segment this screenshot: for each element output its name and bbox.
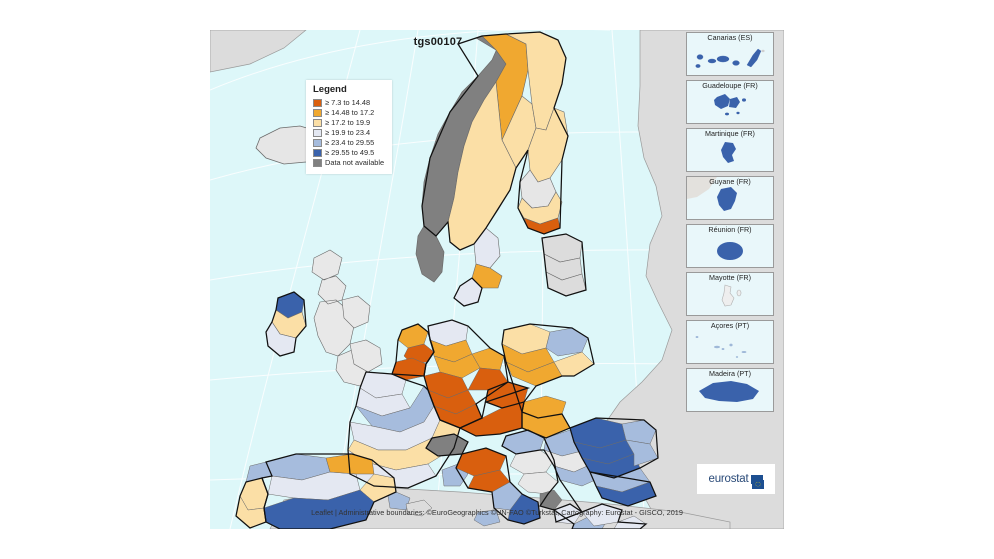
legend-title: Legend	[313, 84, 347, 95]
region-finland[interactable]	[504, 31, 569, 235]
eu-stars-icon	[752, 479, 765, 489]
reunion-shape	[717, 242, 743, 260]
inset-madeira[interactable]: Madeira (PT)	[686, 368, 774, 412]
legend-item[interactable]: ≥ 17.2 to 19.9	[313, 118, 384, 128]
legend-label: ≥ 17.2 to 19.9	[325, 118, 371, 128]
region-ireland[interactable]	[265, 291, 307, 357]
legend-swatch-icon	[313, 99, 322, 108]
inset-canarias[interactable]: Canarias (ES)	[686, 32, 774, 76]
canarias-shape	[695, 48, 765, 68]
legend-swatch-icon	[313, 119, 322, 128]
region-portugal[interactable]	[235, 461, 273, 529]
overseas-territories-panel: Canarias (ES) Guadeloupe (FR) Martin	[686, 32, 774, 416]
region-norway[interactable]	[415, 35, 507, 283]
inset-reunion[interactable]: Réunion (FR)	[686, 224, 774, 268]
inset-acores[interactable]: Açores (PT)	[686, 320, 774, 364]
region-united-kingdom[interactable]	[311, 249, 383, 387]
legend-item[interactable]: ≥ 29.55 to 49.5	[313, 148, 384, 158]
legend-label: Data not available	[325, 158, 385, 168]
eu-flag-icon	[751, 474, 765, 489]
inset-guyane[interactable]: Guyane (FR)	[686, 176, 774, 220]
legend-label: ≥ 29.55 to 49.5	[325, 148, 375, 158]
inset-mayotte[interactable]: Mayotte (FR)	[686, 272, 774, 316]
acores-shape	[695, 336, 747, 358]
legend-label: ≥ 19.9 to 23.4	[325, 128, 371, 138]
legend-panel: Legend ≥ 7.3 to 14.48 ≥ 14.48 to 17.2 ≥ …	[306, 80, 393, 175]
legend-label: ≥ 23.4 to 29.55	[325, 138, 375, 148]
legend-swatch-icon	[313, 139, 322, 148]
legend-swatch-icon	[313, 109, 322, 118]
legend-item[interactable]: ≥ 14.48 to 17.2	[313, 108, 384, 118]
region-germany[interactable]	[423, 319, 509, 429]
legend-swatch-icon	[313, 149, 322, 158]
guyane-shape	[687, 177, 773, 219]
guadeloupe-shape	[714, 94, 746, 116]
region-italy[interactable]	[455, 447, 541, 527]
mayotte-shape	[721, 284, 742, 307]
legend-item[interactable]: ≥ 19.9 to 23.4	[313, 128, 384, 138]
martinique-shape	[721, 142, 736, 163]
legend-swatch-icon	[313, 129, 322, 138]
legend-label: ≥ 14.48 to 17.2	[325, 108, 375, 118]
legend-swatch-icon	[313, 159, 322, 168]
legend-item[interactable]: Data not available	[313, 158, 384, 168]
legend-label: ≥ 7.3 to 14.48	[325, 98, 371, 108]
legend-item[interactable]: ≥ 23.4 to 29.55	[313, 138, 384, 148]
eurostat-logo-text: eurostat	[708, 473, 749, 485]
inset-guadeloupe[interactable]: Guadeloupe (FR)	[686, 80, 774, 124]
map-attribution: Leaflet | Administrative boundaries: ©Eu…	[311, 508, 683, 517]
region-spain[interactable]	[263, 453, 433, 529]
eurostat-logo[interactable]: eurostat	[697, 464, 775, 494]
legend-item[interactable]: ≥ 7.3 to 14.48	[313, 98, 384, 108]
inset-martinique[interactable]: Martinique (FR)	[686, 128, 774, 172]
madeira-shape	[699, 381, 759, 402]
region-baltics[interactable]	[541, 233, 587, 297]
country-borders	[235, 31, 659, 529]
